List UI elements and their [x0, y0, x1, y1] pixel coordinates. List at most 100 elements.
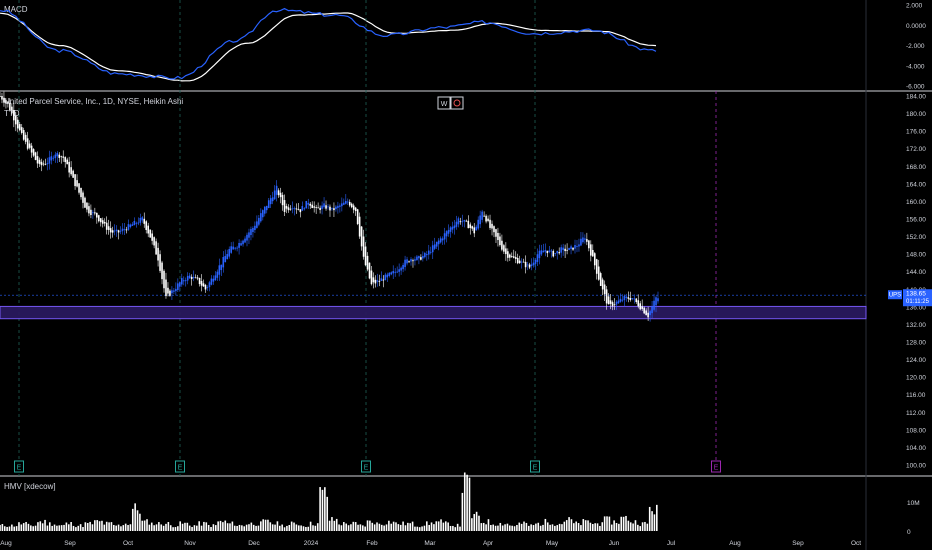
price-tick-label: 124.00 — [906, 357, 926, 364]
volume-bar — [641, 522, 644, 531]
earnings-marker[interactable]: E — [361, 460, 371, 473]
volume-bar — [48, 522, 51, 531]
candle — [129, 223, 132, 229]
volume-bar — [509, 525, 511, 531]
volume-bar — [516, 524, 518, 531]
volume-bar — [644, 521, 646, 531]
candle — [321, 201, 323, 215]
candle — [390, 271, 393, 276]
volume-bar — [286, 525, 288, 531]
candle — [220, 264, 223, 276]
volume-bar — [20, 524, 23, 531]
volume-bar — [288, 525, 291, 531]
candle — [34, 151, 37, 161]
candle — [167, 282, 169, 297]
volume-bar — [414, 526, 416, 531]
candle — [3, 91, 5, 107]
earnings-marker[interactable]: E — [711, 460, 721, 473]
candle — [477, 216, 479, 231]
candle — [212, 275, 215, 285]
volume-bar — [120, 526, 122, 531]
candle — [392, 265, 395, 279]
volume-bar — [217, 521, 219, 531]
candle — [372, 272, 375, 289]
price-tick-label: 172.00 — [906, 146, 926, 153]
volume-bar — [357, 524, 359, 531]
candle — [625, 293, 628, 302]
candle — [281, 192, 284, 211]
candle — [426, 251, 428, 261]
volume-bar — [416, 526, 419, 531]
volume-bar — [397, 524, 400, 531]
candle — [171, 286, 173, 301]
last-price-badge: 138.65 01:11:25 — [903, 289, 932, 307]
volume-bar — [347, 525, 350, 531]
settings-button[interactable] — [450, 96, 464, 110]
candle — [352, 203, 355, 214]
candle — [90, 204, 92, 219]
candle — [64, 156, 67, 168]
volume-bar — [620, 516, 623, 531]
candle — [590, 240, 592, 262]
candle — [24, 132, 27, 145]
volume-bar — [184, 522, 186, 531]
volume-bar — [461, 492, 464, 531]
volume-bar — [86, 522, 89, 531]
volume-bar — [15, 526, 18, 531]
candle — [578, 238, 580, 252]
candle — [262, 209, 264, 221]
earnings-marker[interactable]: E — [530, 460, 540, 473]
candle — [469, 222, 472, 235]
candle — [240, 240, 242, 246]
candle — [503, 243, 505, 254]
volume-bar — [262, 519, 264, 531]
candle — [192, 270, 195, 282]
candle — [58, 152, 61, 163]
volume-bar — [487, 519, 490, 531]
candle — [15, 112, 17, 132]
price-tick-label: 148.00 — [906, 252, 926, 259]
candle — [123, 222, 126, 235]
candle — [301, 201, 304, 211]
volume-bar — [67, 524, 70, 531]
volume-bar — [584, 520, 587, 531]
candle — [420, 254, 422, 261]
volume-bar — [94, 520, 96, 531]
volume-bar — [271, 524, 274, 531]
macd-tick-label: -2.000 — [906, 43, 925, 50]
volume-bar — [549, 524, 551, 531]
candle — [649, 309, 651, 322]
candle — [619, 293, 622, 303]
price-tick-label: 164.00 — [906, 181, 926, 188]
candle — [311, 201, 314, 209]
volume-bar — [637, 524, 639, 531]
candle — [388, 272, 391, 278]
candle — [13, 103, 15, 128]
volume-bar — [193, 525, 196, 531]
candle — [103, 218, 106, 227]
volume-bar — [646, 523, 649, 531]
volume-bar — [46, 525, 49, 531]
volume-bar — [281, 524, 283, 531]
candle — [248, 228, 250, 244]
candle — [22, 127, 25, 141]
volume-bar — [459, 526, 461, 531]
candles — [0, 91, 659, 322]
earnings-marker[interactable]: E — [175, 460, 185, 473]
candle — [607, 293, 610, 305]
candle — [580, 232, 582, 247]
volume-bar — [373, 524, 376, 531]
candle — [402, 262, 404, 273]
volume-bar — [224, 520, 227, 531]
volume-bar — [250, 522, 253, 531]
candle — [337, 201, 339, 214]
candle — [60, 155, 63, 164]
volume-bar — [214, 525, 217, 531]
candle — [376, 273, 379, 287]
interval-button[interactable]: W — [437, 96, 451, 110]
candle — [582, 232, 584, 244]
symbol-title: United Parcel Service, Inc., 1D, NYSE, H… — [4, 97, 183, 106]
earnings-marker[interactable]: E — [14, 460, 24, 473]
volume-bar — [165, 523, 167, 531]
